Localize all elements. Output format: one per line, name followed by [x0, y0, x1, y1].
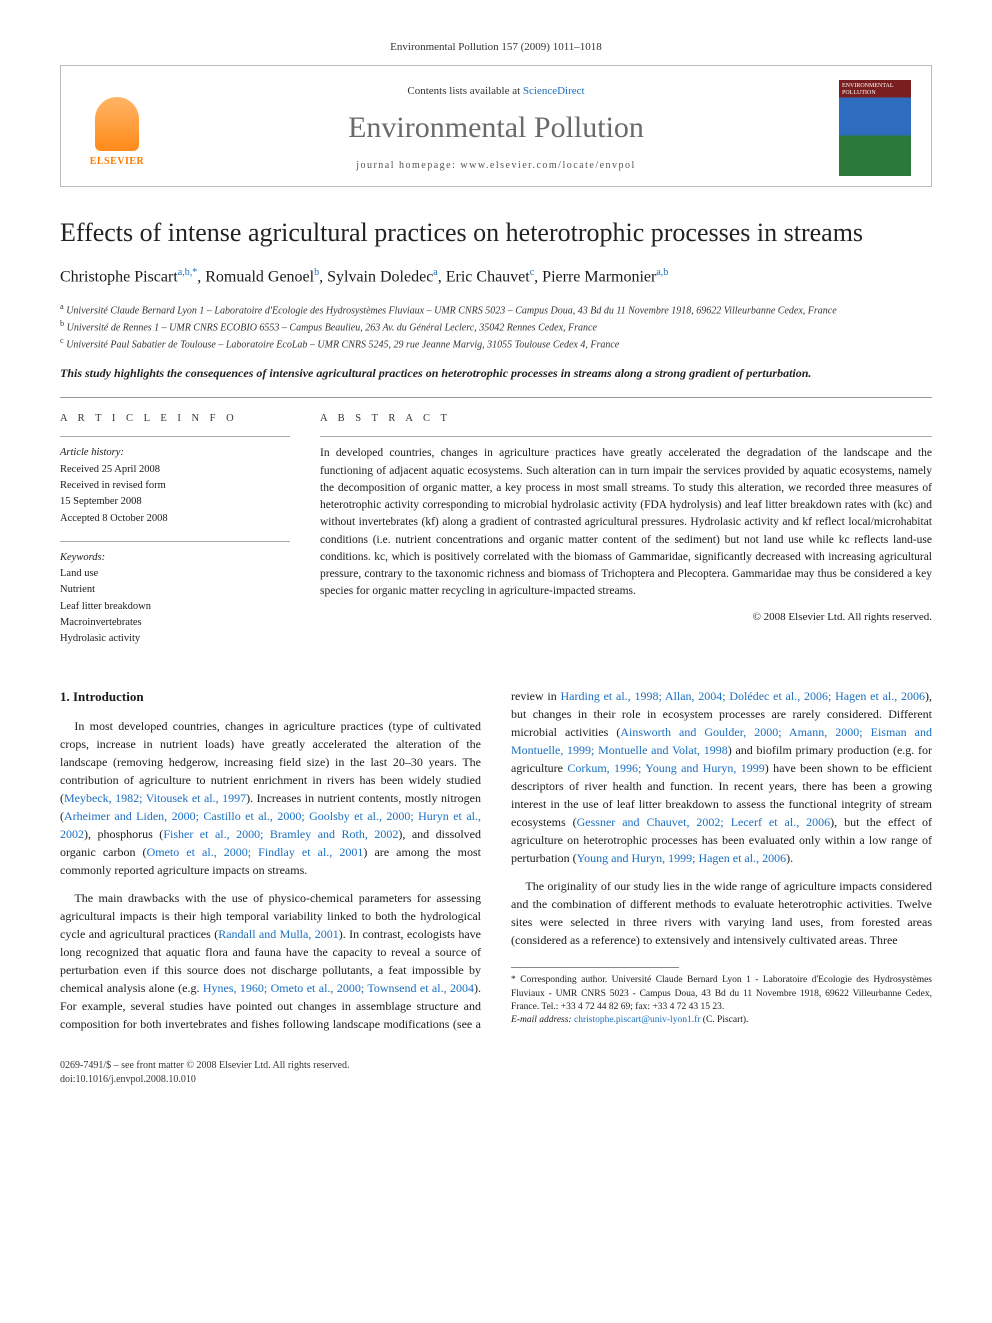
keyword-4: Macroinvertebrates	[60, 617, 142, 628]
abstract-column: A B S T R A C T In developed countries, …	[320, 412, 932, 662]
journal-cover-thumbnail: ENVIRONMENTAL POLLUTION	[839, 80, 911, 176]
homepage-url: www.elsevier.com/locate/envpol	[460, 160, 635, 171]
journal-header: ELSEVIER Contents lists available at Sci…	[60, 65, 932, 187]
author-2-aff: b	[314, 267, 319, 278]
contents-available-line: Contents lists available at ScienceDirec…	[169, 84, 823, 99]
footer-copyright: 0269-7491/$ – see front matter © 2008 El…	[60, 1060, 349, 1071]
journal-homepage: journal homepage: www.elsevier.com/locat…	[169, 159, 823, 173]
keyword-1: Land use	[60, 568, 98, 579]
author-2: Romuald Genoel	[205, 268, 314, 285]
citation: Young and Huryn, 1999; Hagen et al., 200…	[577, 851, 786, 865]
keywords-block: Keywords: Land use Nutrient Leaf litter …	[60, 541, 290, 648]
citation: Fisher et al., 2000; Bramley and Roth, 2…	[163, 827, 398, 841]
article-title: Effects of intense agricultural practice…	[60, 217, 932, 250]
article-history: Article history: Received 25 April 2008 …	[60, 436, 290, 526]
author-5: Pierre Marmonier	[542, 268, 656, 285]
journal-name: Environmental Pollution	[169, 107, 823, 149]
page-footer: 0269-7491/$ – see front matter © 2008 El…	[60, 1059, 932, 1087]
footnote-separator	[511, 967, 679, 968]
footer-left: 0269-7491/$ – see front matter © 2008 El…	[60, 1059, 349, 1087]
citation: Randall and Mulla, 2001	[218, 927, 339, 941]
citation: Harding et al., 1998; Allan, 2004; Doléd…	[561, 689, 925, 703]
authors-line: Christophe Piscarta,b,*, Romuald Genoelb…	[60, 266, 932, 289]
author-1-corr: *	[192, 267, 197, 278]
keyword-5: Hydrolasic activity	[60, 633, 140, 644]
author-4: Eric Chauvet	[446, 268, 530, 285]
corresponding-footnote: * Corresponding author. Université Claud…	[511, 974, 932, 1027]
affiliation-a: a Université Claude Bernard Lyon 1 – Lab…	[60, 301, 932, 318]
section-1-heading: 1. Introduction	[60, 687, 481, 707]
author-4-aff: c	[530, 267, 534, 278]
article-body: 1. Introduction In most developed countr…	[60, 687, 932, 1033]
article-info-heading: A R T I C L E I N F O	[60, 412, 290, 427]
author-1-aff: a,b,	[178, 267, 192, 278]
affiliations: a Université Claude Bernard Lyon 1 – Lab…	[60, 301, 932, 353]
keywords-label: Keywords:	[60, 552, 105, 563]
abstract-heading: A B S T R A C T	[320, 412, 932, 427]
cover-label: ENVIRONMENTAL POLLUTION	[842, 83, 893, 96]
contents-prefix: Contents lists available at	[407, 85, 522, 97]
email-suffix: (C. Piscart).	[700, 1015, 748, 1025]
author-5-aff: a,b	[656, 267, 668, 278]
intro-para-3: The originality of our study lies in the…	[511, 877, 932, 949]
author-3-aff: a	[433, 267, 437, 278]
author-1: Christophe Piscart	[60, 268, 178, 285]
citation: Hynes, 1960; Ometo et al., 2000; Townsen…	[203, 981, 474, 995]
article-info-column: A R T I C L E I N F O Article history: R…	[60, 412, 290, 662]
abstract-copyright: © 2008 Elsevier Ltd. All rights reserved…	[320, 609, 932, 626]
elsevier-tree-icon	[95, 97, 139, 151]
affiliation-c: c Université Paul Sabatier de Toulouse –…	[60, 335, 932, 352]
history-revised-date: 15 September 2008	[60, 496, 142, 507]
citation: Ometo et al., 2000; Findlay et al., 2001	[147, 845, 364, 859]
citation: Corkum, 1996; Young and Huryn, 1999	[567, 761, 764, 775]
elsevier-logo: ELSEVIER	[81, 87, 153, 169]
intro-para-1: In most developed countries, changes in …	[60, 717, 481, 879]
history-accepted: Accepted 8 October 2008	[60, 513, 168, 524]
graphical-highlight: This study highlights the consequences o…	[60, 365, 932, 381]
sciencedirect-link[interactable]: ScienceDirect	[523, 85, 585, 97]
homepage-label: journal homepage:	[356, 160, 460, 171]
abstract-text: In developed countries, changes in agric…	[320, 436, 932, 625]
keyword-3: Leaf litter breakdown	[60, 601, 151, 612]
email-label: E-mail address:	[511, 1015, 574, 1025]
footer-doi: doi:10.1016/j.envpol.2008.10.010	[60, 1074, 196, 1085]
citation: Gessner and Chauvet, 2002; Lecerf et al.…	[577, 815, 831, 829]
elsevier-wordmark: ELSEVIER	[90, 155, 145, 169]
corr-label: * Corresponding author.	[511, 975, 607, 985]
running-head: Environmental Pollution 157 (2009) 1011–…	[60, 40, 932, 55]
citation: Meybeck, 1982; Vitousek et al., 1997	[64, 791, 246, 805]
corr-email-link[interactable]: christophe.piscart@univ-lyon1.fr	[574, 1015, 700, 1025]
history-revised-label: Received in revised form	[60, 480, 166, 491]
affiliation-b: b Université de Rennes 1 – UMR CNRS ECOB…	[60, 318, 932, 335]
history-label: Article history:	[60, 447, 124, 458]
history-received: Received 25 April 2008	[60, 464, 160, 475]
author-3: Sylvain Doledec	[327, 268, 433, 285]
keyword-2: Nutrient	[60, 584, 95, 595]
